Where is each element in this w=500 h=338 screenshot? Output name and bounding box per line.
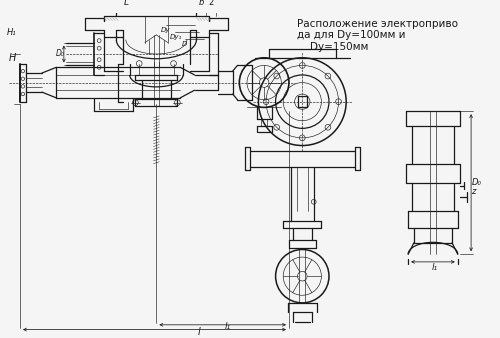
Text: D: D bbox=[182, 42, 188, 47]
Text: H₁: H₁ bbox=[6, 28, 16, 38]
Text: Расположение электроприво
да для Dy=100мм и
    Dy=150мм: Расположение электроприво да для Dy=100м… bbox=[296, 19, 458, 52]
Text: l₁: l₁ bbox=[432, 263, 438, 272]
Text: L: L bbox=[124, 0, 128, 7]
Text: H: H bbox=[8, 53, 16, 63]
Text: D₀: D₀ bbox=[472, 178, 482, 187]
Text: z: z bbox=[471, 187, 475, 196]
Text: Dy₁: Dy₁ bbox=[170, 34, 181, 40]
Text: l₁: l₁ bbox=[225, 322, 231, 331]
Text: b: b bbox=[198, 0, 204, 7]
Text: Dy: Dy bbox=[161, 27, 170, 33]
Text: D₀: D₀ bbox=[56, 49, 64, 58]
Text: 2: 2 bbox=[208, 0, 214, 7]
Text: l: l bbox=[198, 328, 200, 337]
